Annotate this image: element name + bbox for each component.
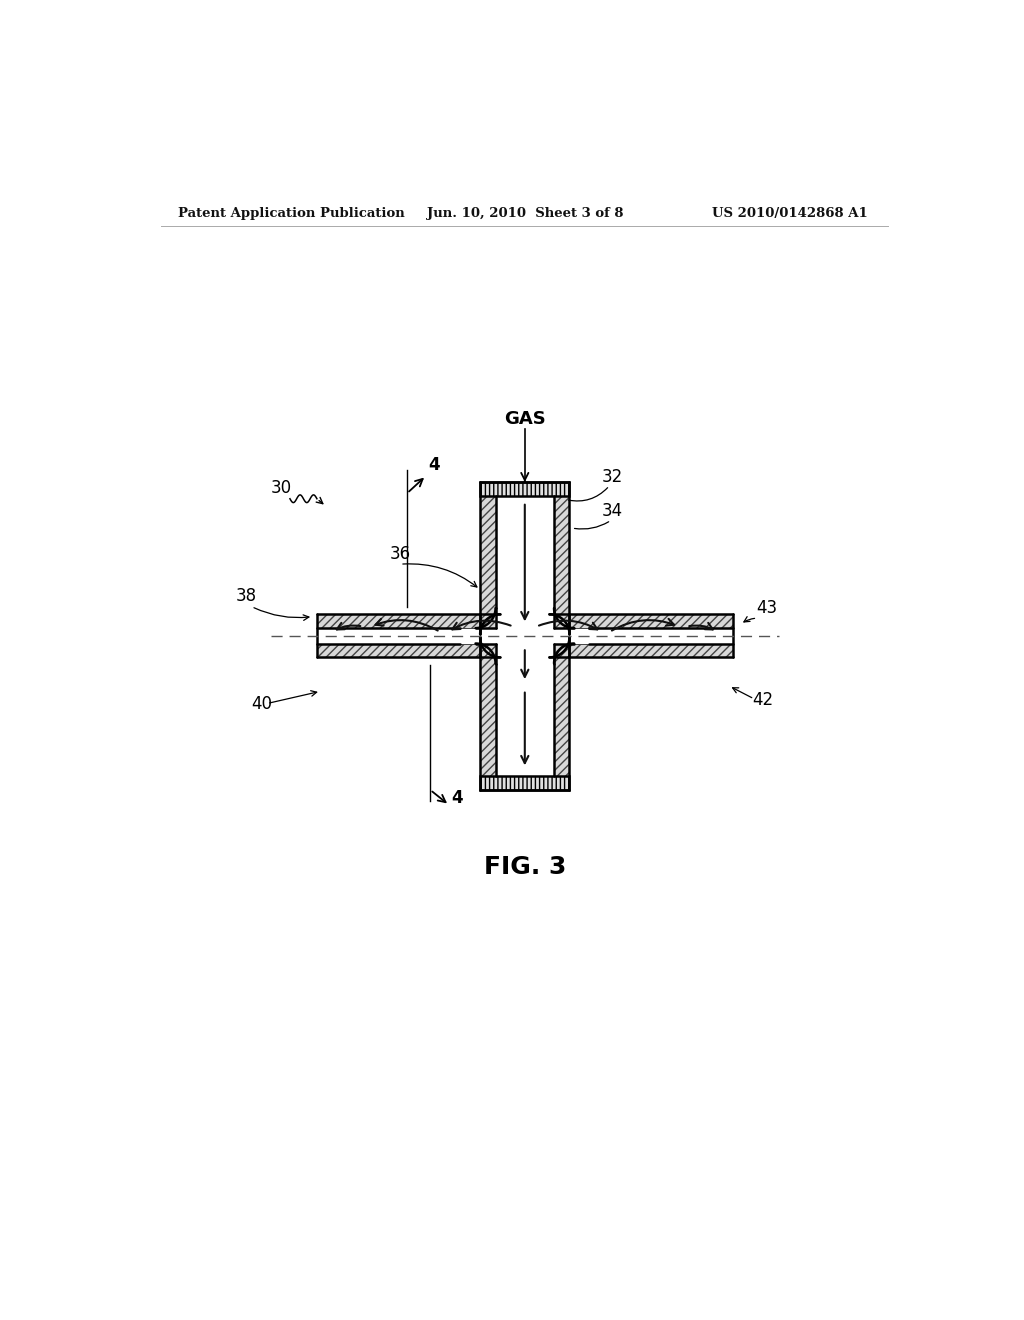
Polygon shape <box>480 644 496 657</box>
Polygon shape <box>480 776 569 789</box>
Text: FIG. 3: FIG. 3 <box>483 855 566 879</box>
Text: 4: 4 <box>452 789 463 807</box>
Polygon shape <box>316 614 480 628</box>
Text: 43: 43 <box>756 599 777 616</box>
Text: 30: 30 <box>270 479 292 498</box>
Polygon shape <box>569 644 733 657</box>
Text: GAS: GAS <box>504 411 546 428</box>
Text: Jun. 10, 2010  Sheet 3 of 8: Jun. 10, 2010 Sheet 3 of 8 <box>427 207 623 220</box>
Text: 32: 32 <box>602 467 623 486</box>
Polygon shape <box>480 657 496 776</box>
Text: Patent Application Publication: Patent Application Publication <box>178 207 406 220</box>
Polygon shape <box>554 657 569 776</box>
Polygon shape <box>569 614 733 628</box>
Text: 38: 38 <box>237 587 257 605</box>
Text: US 2010/0142868 A1: US 2010/0142868 A1 <box>713 207 868 220</box>
Polygon shape <box>554 496 569 614</box>
Polygon shape <box>554 614 569 628</box>
Text: 40: 40 <box>252 694 272 713</box>
Text: 36: 36 <box>390 545 412 562</box>
Text: 34: 34 <box>602 503 623 520</box>
Text: 42: 42 <box>752 692 773 709</box>
Polygon shape <box>480 482 569 496</box>
Polygon shape <box>480 496 496 614</box>
Polygon shape <box>480 614 496 628</box>
Text: 4: 4 <box>429 457 440 474</box>
Polygon shape <box>554 644 569 657</box>
Polygon shape <box>316 644 480 657</box>
